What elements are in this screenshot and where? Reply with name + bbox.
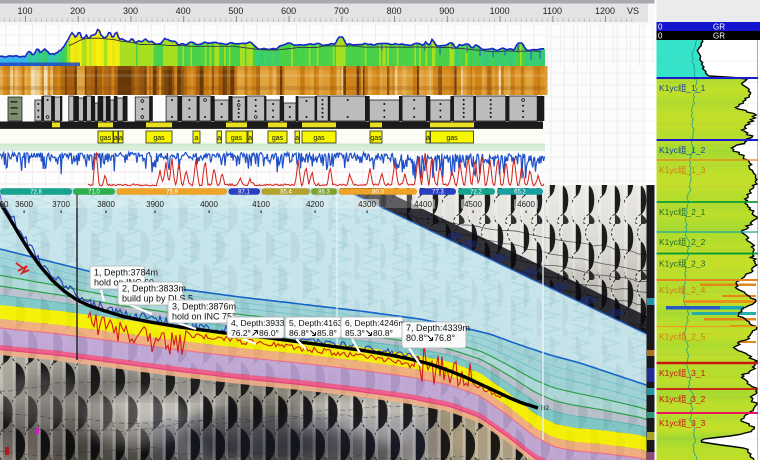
svg-text:3700: 3700 — [52, 200, 70, 209]
svg-text:80.8°: 80.8° — [373, 328, 393, 338]
svg-text:6, Depth:4246m: 6, Depth:4246m — [345, 318, 405, 328]
svg-text:87.1: 87.1 — [238, 190, 250, 196]
svg-text:800: 800 — [387, 6, 402, 16]
svg-text:a: a — [119, 135, 123, 142]
svg-text:a: a — [295, 135, 299, 142]
svg-text:75.9: 75.9 — [166, 190, 178, 196]
svg-text:72.2: 72.2 — [470, 190, 482, 196]
svg-text:00: 00 — [0, 200, 9, 209]
svg-text:3800: 3800 — [97, 200, 115, 209]
svg-text:a: a — [426, 135, 430, 142]
svg-text:K1yc组_2_5: K1yc组_2_5 — [659, 332, 706, 342]
svg-text:76.2°: 76.2° — [231, 328, 251, 338]
svg-text:3, Depth:3876m: 3, Depth:3876m — [172, 302, 236, 312]
svg-text:1100: 1100 — [543, 6, 562, 16]
svg-text:500: 500 — [228, 6, 243, 16]
svg-text:1200: 1200 — [595, 6, 615, 16]
svg-text:85.4: 85.4 — [280, 190, 292, 196]
svg-text:K1yc组_2_4: K1yc组_2_4 — [659, 285, 706, 295]
svg-text:1000: 1000 — [490, 6, 510, 16]
svg-text:900: 900 — [439, 6, 454, 16]
svg-text:gas: gas — [446, 135, 458, 142]
svg-text:400: 400 — [176, 6, 191, 16]
svg-text:K1yc组_2_3: K1yc组_2_3 — [659, 259, 706, 269]
svg-text:K1yc组_2_2: K1yc组_2_2 — [659, 237, 706, 247]
svg-text:2, Depth:3833m: 2, Depth:3833m — [122, 284, 186, 294]
svg-text:700: 700 — [334, 6, 349, 16]
svg-text:GR: GR — [713, 23, 725, 32]
svg-text:4100: 4100 — [252, 200, 270, 209]
svg-text:4200: 4200 — [306, 200, 324, 209]
svg-text:K1yc组_3_2: K1yc组_3_2 — [659, 394, 706, 404]
svg-text:gas: gas — [272, 135, 284, 142]
svg-text:VS: VS — [627, 6, 639, 16]
svg-text:3600: 3600 — [15, 200, 33, 209]
svg-text:K1yc组_3_1: K1yc组_3_1 — [659, 368, 706, 378]
svg-text:77.3: 77.3 — [432, 190, 444, 196]
svg-text:4, Depth:3933m: 4, Depth:3933m — [231, 318, 291, 328]
svg-text:80.3: 80.3 — [372, 190, 384, 196]
svg-text:4400: 4400 — [414, 200, 432, 209]
svg-text:72.8: 72.8 — [30, 190, 42, 196]
svg-text:86.0°: 86.0° — [259, 328, 279, 338]
svg-text:K1yc组_1_3: K1yc组_1_3 — [659, 165, 706, 175]
svg-text:71.0: 71.0 — [88, 190, 100, 196]
svg-text:85.3°: 85.3° — [345, 328, 365, 338]
svg-text:a: a — [248, 135, 252, 142]
svg-text:a: a — [217, 135, 221, 142]
svg-text:5, Depth:4163m: 5, Depth:4163m — [289, 318, 349, 328]
svg-text:gas: gas — [370, 135, 382, 142]
svg-text:300: 300 — [123, 6, 138, 16]
svg-text:a: a — [114, 135, 118, 142]
svg-text:build up by DLS 5: build up by DLS 5 — [122, 294, 193, 304]
svg-text:gas: gas — [313, 135, 325, 142]
svg-text:K1yc组_1_2: K1yc组_1_2 — [659, 145, 706, 155]
svg-text:gas: gas — [153, 135, 165, 142]
svg-text:4500: 4500 — [464, 200, 482, 209]
svg-text:3900: 3900 — [146, 200, 164, 209]
svg-text:76.8°: 76.8° — [434, 333, 456, 343]
svg-text:65.2: 65.2 — [514, 190, 526, 196]
svg-text:gas: gas — [231, 135, 243, 142]
svg-text:hold on INC 75°: hold on INC 75° — [172, 312, 236, 322]
svg-text:4000: 4000 — [200, 200, 218, 209]
svg-text:K1yc组_2_1: K1yc组_2_1 — [659, 207, 706, 217]
svg-text:85.8°: 85.8° — [317, 328, 337, 338]
svg-text:7, Depth:4339m: 7, Depth:4339m — [406, 323, 470, 333]
svg-text:B2: B2 — [541, 405, 549, 412]
svg-text:600: 600 — [281, 6, 296, 16]
svg-text:200: 200 — [70, 6, 85, 16]
svg-text:86.8°: 86.8° — [289, 328, 309, 338]
svg-text:4600: 4600 — [517, 200, 535, 209]
svg-text:100: 100 — [17, 6, 32, 16]
svg-text:K1yc组_3_3: K1yc组_3_3 — [659, 418, 706, 428]
svg-text:86.3: 86.3 — [318, 190, 330, 196]
svg-text:0: 0 — [658, 23, 663, 32]
svg-text:a: a — [195, 135, 199, 142]
svg-text:4300: 4300 — [358, 200, 376, 209]
svg-text:80.8°: 80.8° — [406, 333, 428, 343]
svg-text:K1yc组_1_1: K1yc组_1_1 — [659, 83, 706, 93]
svg-text:GR: GR — [713, 32, 725, 41]
svg-text:0: 0 — [658, 32, 663, 41]
svg-text:1, Depth:3784m: 1, Depth:3784m — [94, 268, 158, 278]
svg-text:gas: gas — [100, 135, 112, 142]
